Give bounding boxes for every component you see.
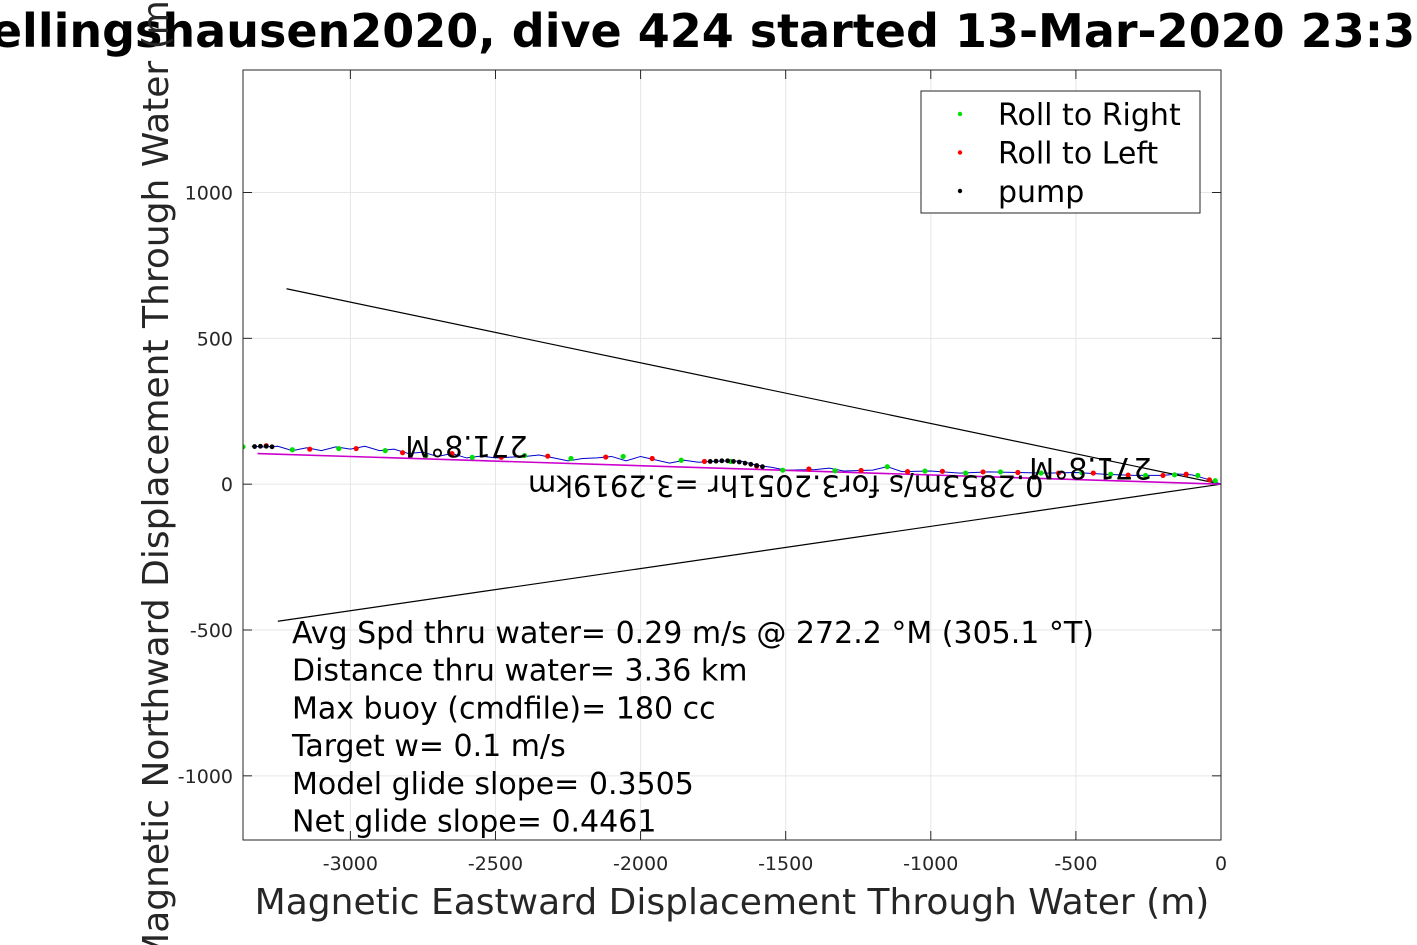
roll-to-left-point <box>904 469 911 475</box>
roll-to-right-point <box>884 464 890 470</box>
roll-to-left-point <box>806 466 812 472</box>
stat-line: Model glide slope= 0.3505 <box>292 767 694 802</box>
pump-point <box>713 458 719 464</box>
x-tick-label: -500 <box>1054 853 1097 875</box>
roll-to-right-point <box>1195 472 1201 479</box>
wedge-line-lower <box>277 483 1221 622</box>
roll-to-right-point <box>382 448 388 454</box>
legend-marker <box>957 111 963 117</box>
roll-to-right-point <box>568 455 574 462</box>
roll-to-left-point <box>498 454 504 460</box>
roll-to-left-point <box>858 467 864 474</box>
axis-ticks: -3000 -2500 -2000 -1500 -1000 -500 0 -1000 -500 0… <box>178 70 1227 875</box>
roll-to-right-point <box>1108 471 1114 477</box>
roll-to-left-point <box>1015 469 1021 476</box>
stat-line: Net glide slope= 0.4461 <box>292 805 656 840</box>
mirrored-label: 271.8°M <box>405 429 528 463</box>
roll-to-right-point <box>469 454 475 460</box>
roll-to-left-point <box>353 445 359 452</box>
y-axis-label: Magnetic Northward Displacement Through … <box>136 0 177 945</box>
plot-frame <box>242 69 1222 841</box>
plot-area: 271.8°M 271.8°M0.2853m/s for3.2051hr =3.2… <box>243 288 1221 622</box>
roll-to-left-point <box>1125 472 1131 478</box>
roll-to-right-point <box>1142 472 1149 479</box>
series-mean-line <box>257 452 1221 485</box>
roll-to-right-point <box>963 470 969 476</box>
roll-to-right-point <box>1212 478 1218 484</box>
roll-to-left-point <box>1183 471 1189 477</box>
legend-marker <box>957 188 963 194</box>
y-tick-label: 0 <box>221 474 233 496</box>
x-tick-label: 0 <box>1215 853 1227 875</box>
mirrored-label: 0.2853m/s for3.2051hr =3.2919km <box>528 468 1044 502</box>
y-tick-label: 1000 <box>185 183 233 205</box>
roll-to-right-point <box>922 468 928 474</box>
roll-to-left-point <box>980 469 986 475</box>
pump-point <box>269 444 275 450</box>
roll-to-left-point <box>449 450 455 457</box>
x-tick-label: -2500 <box>468 853 523 875</box>
legend-entry: Roll to Right <box>998 98 1181 133</box>
roll-to-right-point <box>780 467 786 473</box>
roll-to-right-point <box>832 468 838 474</box>
legend-entry: pump <box>998 175 1084 210</box>
stat-line: Distance thru water= 3.36 km <box>292 654 747 689</box>
pump-point <box>736 459 742 465</box>
roll-to-left-point <box>307 446 313 452</box>
stats-annotations: Avg Spd thru water= 0.29 m/s @ 272.2 °M … <box>291 616 1094 840</box>
roll-to-right-point <box>678 457 684 463</box>
pump-point <box>707 459 713 464</box>
roll-to-left-point <box>701 458 708 465</box>
roll-to-right-point <box>336 445 342 452</box>
roll-to-right-point <box>423 452 429 459</box>
roll-to-left-point <box>400 450 406 456</box>
stat-line: Avg Spd thru water= 0.29 m/s @ 272.2 °M … <box>292 616 1094 651</box>
x-tick-label: -2000 <box>613 853 668 875</box>
stat-line: Max buoy (cmdfile)= 180 cc <box>292 691 716 726</box>
pump-point <box>719 458 725 464</box>
roll-to-left-point <box>603 454 609 460</box>
roll-to-left-point <box>1055 470 1062 476</box>
y-tick-label: -500 <box>190 620 233 642</box>
wedge-line-upper <box>286 288 1221 485</box>
roll-to-left-point <box>649 455 655 462</box>
pump-point <box>731 459 736 464</box>
pump-point <box>742 460 748 466</box>
y-tick-label: 500 <box>197 328 233 350</box>
roll-to-left-point <box>1206 477 1212 483</box>
chart-title: SG178 Bellingshausen2020, dive 424 start… <box>0 4 1417 58</box>
roll-to-left-point <box>939 468 946 474</box>
roll-to-right-point <box>521 452 528 459</box>
roll-to-left-point <box>545 453 551 459</box>
pump-point <box>748 461 754 467</box>
pump-point <box>263 443 269 449</box>
pump-point <box>754 463 760 468</box>
roll-to-right-point <box>1038 470 1044 476</box>
roll-to-right-point <box>1171 472 1178 478</box>
legend-entry: Roll to Left <box>998 137 1158 172</box>
y-tick-label: -1000 <box>178 766 233 788</box>
roll-to-right-point <box>620 453 626 460</box>
legend-box <box>920 90 1201 214</box>
roll-to-right-point <box>1079 469 1085 476</box>
legend-marker <box>957 150 963 155</box>
pump-point <box>252 444 258 449</box>
roll-to-left-point <box>1090 470 1096 476</box>
pump-point <box>760 464 765 470</box>
plot-content: 271.8°M 271.8°M0.2853m/s for3.2051hr =3.2… <box>243 288 1221 622</box>
roll-to-right-point <box>289 447 295 453</box>
x-tick-label: -1500 <box>758 853 813 875</box>
mirrored-label: 271.8°M <box>1029 451 1152 485</box>
x-axis-label: Magnetic Eastward Displacement Through W… <box>255 882 1210 923</box>
roll-to-left-point <box>1160 472 1166 479</box>
roll-to-right-point <box>997 469 1004 475</box>
x-tick-label: -1000 <box>903 853 958 875</box>
stat-line: Target w= 0.1 m/s <box>291 729 566 764</box>
roll-to-right-point <box>243 444 246 450</box>
pump-point <box>258 443 263 449</box>
pump-point <box>725 458 731 464</box>
x-tick-label: -3000 <box>323 853 378 875</box>
